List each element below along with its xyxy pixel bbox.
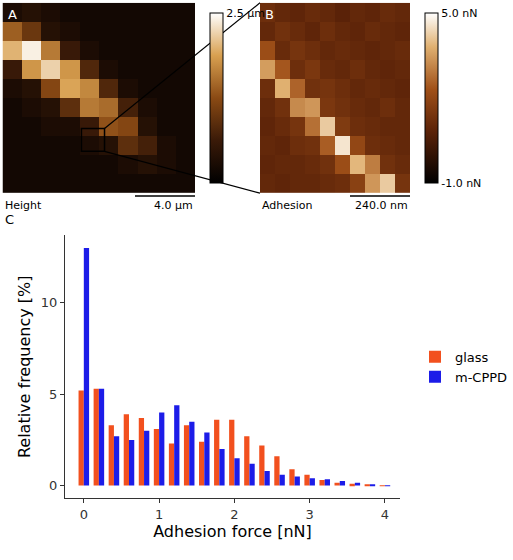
svg-text:C: C — [5, 212, 14, 227]
svg-text:3: 3 — [306, 507, 314, 522]
svg-text:-1.0 nN: -1.0 nN — [441, 177, 481, 190]
svg-text:Adhesion force [nN]: Adhesion force [nN] — [153, 522, 312, 541]
svg-text:4.0 µm: 4.0 µm — [154, 199, 193, 212]
svg-text:Height: Height — [5, 199, 42, 212]
svg-text:glass: glass — [455, 350, 489, 365]
svg-text:m-CPPD: m-CPPD — [455, 370, 507, 385]
svg-text:0: 0 — [49, 478, 57, 493]
svg-text:10: 10 — [41, 295, 58, 310]
svg-text:5.0 nN: 5.0 nN — [441, 7, 477, 20]
svg-text:4: 4 — [381, 507, 389, 522]
svg-text:1: 1 — [155, 507, 163, 522]
svg-text:2: 2 — [230, 507, 238, 522]
svg-text:0: 0 — [80, 507, 88, 522]
svg-text:240.0 nm: 240.0 nm — [355, 199, 408, 212]
svg-text:Relative frequency [%]: Relative frequency [%] — [15, 275, 34, 458]
svg-text:2.5 µm: 2.5 µm — [226, 7, 265, 20]
svg-text:5: 5 — [49, 387, 57, 402]
svg-text:A: A — [8, 7, 17, 22]
svg-text:Adhesion: Adhesion — [262, 199, 313, 212]
svg-text:B: B — [265, 7, 274, 22]
